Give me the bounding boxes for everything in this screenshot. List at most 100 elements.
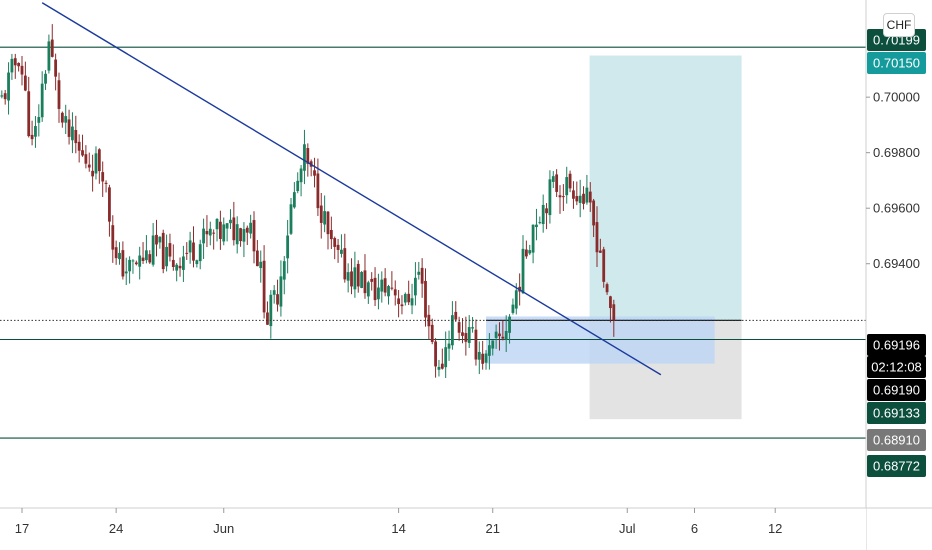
candle-body-167 <box>561 196 565 198</box>
price-tag-2 <box>867 334 926 356</box>
candle-body-132 <box>444 347 448 368</box>
x-tick-label-7: 12 <box>768 521 782 536</box>
candle-body-88 <box>296 180 300 192</box>
candle-body-147 <box>494 331 498 338</box>
candle-body-156 <box>524 249 528 257</box>
candle-body-158 <box>531 224 535 253</box>
candle-body-98 <box>329 230 333 240</box>
y-tick-label-1: 0.69800 <box>873 145 920 160</box>
time-axis-panel <box>0 508 866 550</box>
candle-body-59 <box>198 244 202 262</box>
candle-body-123 <box>414 277 417 296</box>
candle-body-3 <box>10 58 14 73</box>
candle-body-87 <box>292 192 296 208</box>
candle-body-64 <box>215 218 219 230</box>
candle-body-161 <box>541 204 545 225</box>
x-tick-label-6: 6 <box>691 521 698 536</box>
price-tag-1 <box>867 52 926 74</box>
price-tag-label-1: 0.70150 <box>873 56 920 71</box>
candle-body-76 <box>255 250 259 267</box>
candle-body-22 <box>74 129 78 144</box>
candle-body-5 <box>17 62 21 67</box>
candle-body-14 <box>47 41 51 71</box>
candle-body-90 <box>303 144 306 171</box>
candle-body-40 <box>134 262 138 265</box>
candle-body-140 <box>471 327 474 329</box>
candle-body-175 <box>588 191 592 203</box>
candle-body-119 <box>400 304 404 307</box>
candle-body-111 <box>373 277 377 301</box>
candle-body-62 <box>208 228 212 236</box>
candle-body-34 <box>114 247 118 259</box>
candle-body-178 <box>598 250 602 253</box>
candle-body-83 <box>279 276 283 307</box>
profit-zone <box>589 55 742 321</box>
candle-body-157 <box>528 250 532 254</box>
candle-body-37 <box>124 271 128 274</box>
candle-body-134 <box>451 315 454 346</box>
candles <box>0 24 616 378</box>
candle-body-101 <box>340 249 343 254</box>
candle-body-27 <box>91 170 95 177</box>
candle-body-126 <box>424 280 427 318</box>
candle-body-71 <box>239 228 242 242</box>
candle-body-141 <box>474 329 478 360</box>
candle-body-113 <box>380 279 384 292</box>
candle-body-109 <box>366 282 370 297</box>
candle-body-19 <box>64 116 68 123</box>
candle-body-138 <box>464 333 468 342</box>
price-tag-label-5: 0.69133 <box>873 406 920 421</box>
candle-body-86 <box>289 204 293 234</box>
candle-body-73 <box>245 227 249 233</box>
candle-body-68 <box>229 219 232 224</box>
candle-body-33 <box>111 225 115 250</box>
candle-body-116 <box>390 287 394 289</box>
candle-body-11 <box>37 117 41 123</box>
candle-body-74 <box>249 222 253 234</box>
currency-button[interactable]: CHF <box>883 13 915 37</box>
candle-body-20 <box>67 119 71 137</box>
candle-body-6 <box>20 65 24 75</box>
candle-body-173 <box>582 193 585 204</box>
candle-body-41 <box>138 255 142 267</box>
candle-body-46 <box>155 234 158 245</box>
candle-body-4 <box>13 58 17 66</box>
candle-body-82 <box>276 294 279 305</box>
price-tag-label-2: 0.69196 <box>873 338 920 353</box>
candle-body-77 <box>259 261 263 269</box>
candle-body-115 <box>387 286 390 297</box>
candle-body-99 <box>333 238 337 247</box>
candle-body-172 <box>578 195 582 203</box>
candle-body-95 <box>319 205 323 223</box>
candle-body-129 <box>434 341 437 367</box>
candle-body-105 <box>353 267 357 290</box>
candle-body-110 <box>370 278 374 282</box>
candle-body-136 <box>457 322 461 333</box>
candle-body-80 <box>269 294 273 327</box>
candle-body-112 <box>377 287 380 300</box>
candle-body-7 <box>23 75 27 91</box>
candle-body-79 <box>266 312 269 325</box>
candle-body-69 <box>232 217 236 241</box>
candle-body-118 <box>397 298 400 305</box>
candle-body-42 <box>141 257 145 261</box>
candle-body-8 <box>27 91 31 137</box>
x-tick-label-0: 17 <box>15 521 29 536</box>
candle-body-168 <box>565 177 569 196</box>
candle-body-152 <box>511 304 515 313</box>
candle-body-182 <box>612 304 616 321</box>
candle-body-70 <box>235 224 239 245</box>
candle-body-133 <box>447 343 451 349</box>
price-tag-6 <box>867 429 926 451</box>
price-tag-label-4: 0.69190 <box>873 383 920 398</box>
candle-body-180 <box>605 284 609 293</box>
candle-body-117 <box>393 289 397 296</box>
candle-body-102 <box>343 248 347 280</box>
candle-body-106 <box>356 263 360 287</box>
candle-body-52 <box>175 264 179 271</box>
candle-body-63 <box>212 232 216 234</box>
candle-body-13 <box>44 73 47 84</box>
candle-body-100 <box>336 244 340 250</box>
x-tick-label-1: 24 <box>109 521 123 536</box>
